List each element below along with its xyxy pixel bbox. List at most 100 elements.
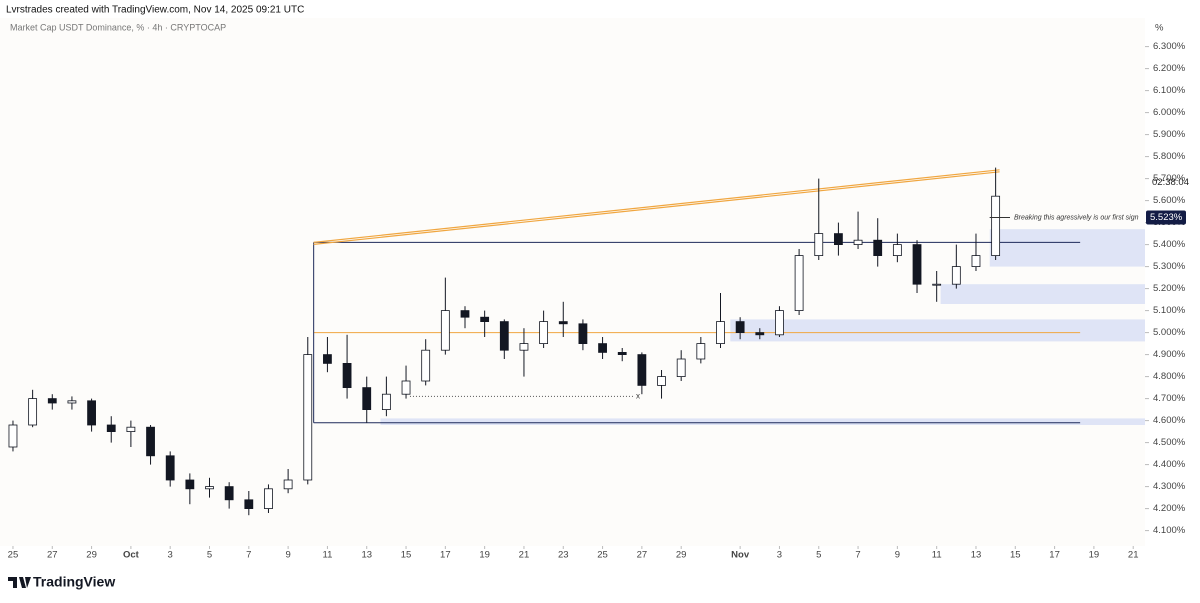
chart-title: Market Cap USDT Dominance, % · 4h · CRYP… (10, 22, 226, 32)
x-tick-label: Nov (731, 550, 750, 561)
x-tick-label: 5 (816, 550, 821, 561)
annotation: Breaking this agressively is our first s… (1014, 214, 1139, 221)
x-tick-label: 13 (971, 550, 982, 561)
zone (989, 229, 1145, 267)
x-tick-label: 19 (1089, 550, 1100, 561)
candle-body (106, 424, 116, 432)
candle-body (185, 479, 195, 490)
zone (940, 284, 1145, 304)
y-tick-label: 5.200% (1153, 283, 1186, 294)
x-tick-label: 25 (597, 550, 608, 561)
x-tick-label: 11 (932, 550, 942, 561)
x-tick-label: 9 (895, 550, 900, 561)
candle-body (834, 233, 843, 246)
candle-body (323, 354, 332, 364)
x-tick-label: 7 (246, 550, 251, 561)
x-tick-label: 5 (207, 550, 212, 561)
y-tick-label: 6.100% (1153, 85, 1186, 96)
y-unit: % (1155, 23, 1164, 34)
candle-body (205, 486, 214, 490)
x-tick-label: 29 (676, 550, 687, 561)
candle-body (814, 233, 824, 257)
x-tick-label: 9 (285, 550, 290, 561)
y-tick-label: 4.500% (1153, 437, 1186, 448)
x-tick-label: 3 (777, 550, 782, 561)
y-tick-label: 4.200% (1153, 503, 1186, 514)
x-tick-label: 3 (168, 550, 173, 561)
candle-body (342, 362, 352, 388)
candle-body (578, 323, 588, 344)
y-tick-label: 4.400% (1153, 459, 1186, 470)
candle-body (303, 354, 313, 481)
candle-body (224, 486, 234, 501)
price-tag-label: 5.523% (1150, 212, 1183, 223)
y-tick-label: 5.700% (1153, 173, 1186, 184)
x-tick-label: Oct (123, 550, 140, 561)
x-tick-label: 29 (86, 550, 97, 561)
candle-body (264, 488, 273, 509)
trendline (313, 169, 1000, 243)
candle-body (951, 266, 961, 285)
candle-body (912, 244, 922, 285)
candle-body (657, 376, 666, 386)
candle-body (991, 195, 1001, 256)
y-tick-label: 6.000% (1153, 107, 1186, 118)
y-tick-label: 4.300% (1153, 481, 1186, 492)
candle-body (735, 321, 745, 334)
candle-body (499, 321, 509, 351)
candle-body (401, 380, 411, 395)
logo: TradingView (8, 574, 115, 590)
y-tick-label: 4.600% (1153, 415, 1186, 426)
x-tick-label: 23 (558, 550, 569, 561)
candle-body (126, 426, 136, 433)
x-tick-label: 19 (479, 550, 490, 561)
x-tick-label: 17 (1049, 550, 1060, 561)
candle-body (873, 239, 883, 256)
candle-body (47, 398, 57, 404)
candle-body (971, 255, 981, 268)
y-tick-label: 5.800% (1153, 151, 1186, 162)
trendline (313, 171, 1000, 245)
candle-body (853, 239, 863, 245)
y-tick-label: 5.000% (1153, 327, 1186, 338)
x-tick-label: 7 (855, 550, 860, 561)
marker: x (636, 392, 640, 401)
candle-body (598, 343, 607, 353)
candle-body (146, 426, 155, 457)
zone (380, 418, 1146, 425)
x-tick-label: 21 (1128, 550, 1139, 561)
brand: TradingView (33, 574, 115, 590)
candle-body (558, 321, 568, 325)
x-tick-label: 15 (401, 550, 412, 561)
candle-body (676, 358, 686, 378)
y-tick-label: 4.700% (1153, 393, 1186, 404)
y-tick-label: 4.100% (1153, 525, 1186, 536)
x-tick-label: 13 (361, 550, 372, 561)
candle-body (892, 244, 902, 257)
x-tick-label: 25 (8, 550, 19, 561)
x-tick-label: 27 (47, 550, 58, 561)
candle-body (696, 343, 706, 360)
y-tick-label: 4.900% (1153, 349, 1186, 360)
candle-body (480, 316, 490, 323)
x-tick-label: 21 (519, 550, 530, 561)
y-tick-label: 5.900% (1153, 129, 1186, 140)
candle-body (755, 332, 765, 336)
candle-body (460, 310, 470, 318)
y-tick-label: 5.100% (1153, 305, 1186, 316)
candle-body (87, 400, 96, 426)
y-tick-label: 6.300% (1153, 41, 1186, 52)
candle-body (519, 343, 529, 351)
price-tag (1146, 210, 1186, 225)
candle-body (539, 321, 549, 345)
candle-body (794, 255, 804, 312)
candle-body (617, 351, 627, 355)
candle-body (8, 424, 18, 448)
candle-body (244, 499, 254, 509)
candle-body (362, 387, 372, 411)
countdown: 02:38:04 (1152, 177, 1189, 188)
candle-body (28, 398, 38, 426)
candle-body (283, 479, 293, 490)
header: Lvrstrades created with TradingView.com,… (6, 5, 304, 16)
